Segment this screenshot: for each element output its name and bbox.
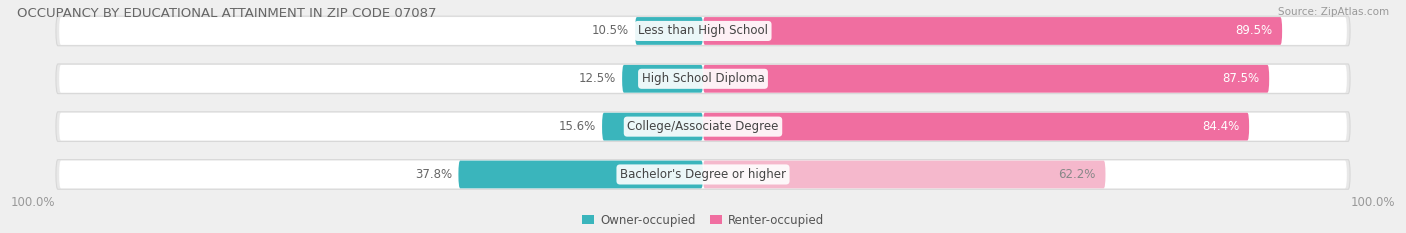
FancyBboxPatch shape: [56, 16, 1350, 46]
Text: 89.5%: 89.5%: [1236, 24, 1272, 38]
Text: Source: ZipAtlas.com: Source: ZipAtlas.com: [1278, 7, 1389, 17]
Text: OCCUPANCY BY EDUCATIONAL ATTAINMENT IN ZIP CODE 07087: OCCUPANCY BY EDUCATIONAL ATTAINMENT IN Z…: [17, 7, 436, 20]
FancyBboxPatch shape: [621, 65, 703, 93]
Legend: Owner-occupied, Renter-occupied: Owner-occupied, Renter-occupied: [578, 209, 828, 232]
Text: College/Associate Degree: College/Associate Degree: [627, 120, 779, 133]
Text: Bachelor's Degree or higher: Bachelor's Degree or higher: [620, 168, 786, 181]
FancyBboxPatch shape: [703, 113, 1249, 140]
Text: 62.2%: 62.2%: [1059, 168, 1095, 181]
FancyBboxPatch shape: [458, 161, 703, 188]
FancyBboxPatch shape: [56, 112, 1350, 141]
Text: Less than High School: Less than High School: [638, 24, 768, 38]
Text: 100.0%: 100.0%: [1351, 196, 1395, 209]
Text: 15.6%: 15.6%: [558, 120, 596, 133]
Text: 12.5%: 12.5%: [578, 72, 616, 85]
FancyBboxPatch shape: [56, 64, 1350, 94]
FancyBboxPatch shape: [703, 65, 1270, 93]
FancyBboxPatch shape: [59, 113, 1347, 140]
FancyBboxPatch shape: [59, 161, 1347, 188]
Text: 37.8%: 37.8%: [415, 168, 451, 181]
FancyBboxPatch shape: [59, 65, 1347, 93]
FancyBboxPatch shape: [636, 17, 703, 45]
Text: 87.5%: 87.5%: [1222, 72, 1260, 85]
FancyBboxPatch shape: [59, 17, 1347, 45]
FancyBboxPatch shape: [602, 113, 703, 140]
Text: 10.5%: 10.5%: [592, 24, 628, 38]
FancyBboxPatch shape: [703, 17, 1282, 45]
FancyBboxPatch shape: [703, 161, 1105, 188]
Text: 84.4%: 84.4%: [1202, 120, 1240, 133]
Text: High School Diploma: High School Diploma: [641, 72, 765, 85]
Text: 100.0%: 100.0%: [11, 196, 55, 209]
FancyBboxPatch shape: [56, 160, 1350, 189]
